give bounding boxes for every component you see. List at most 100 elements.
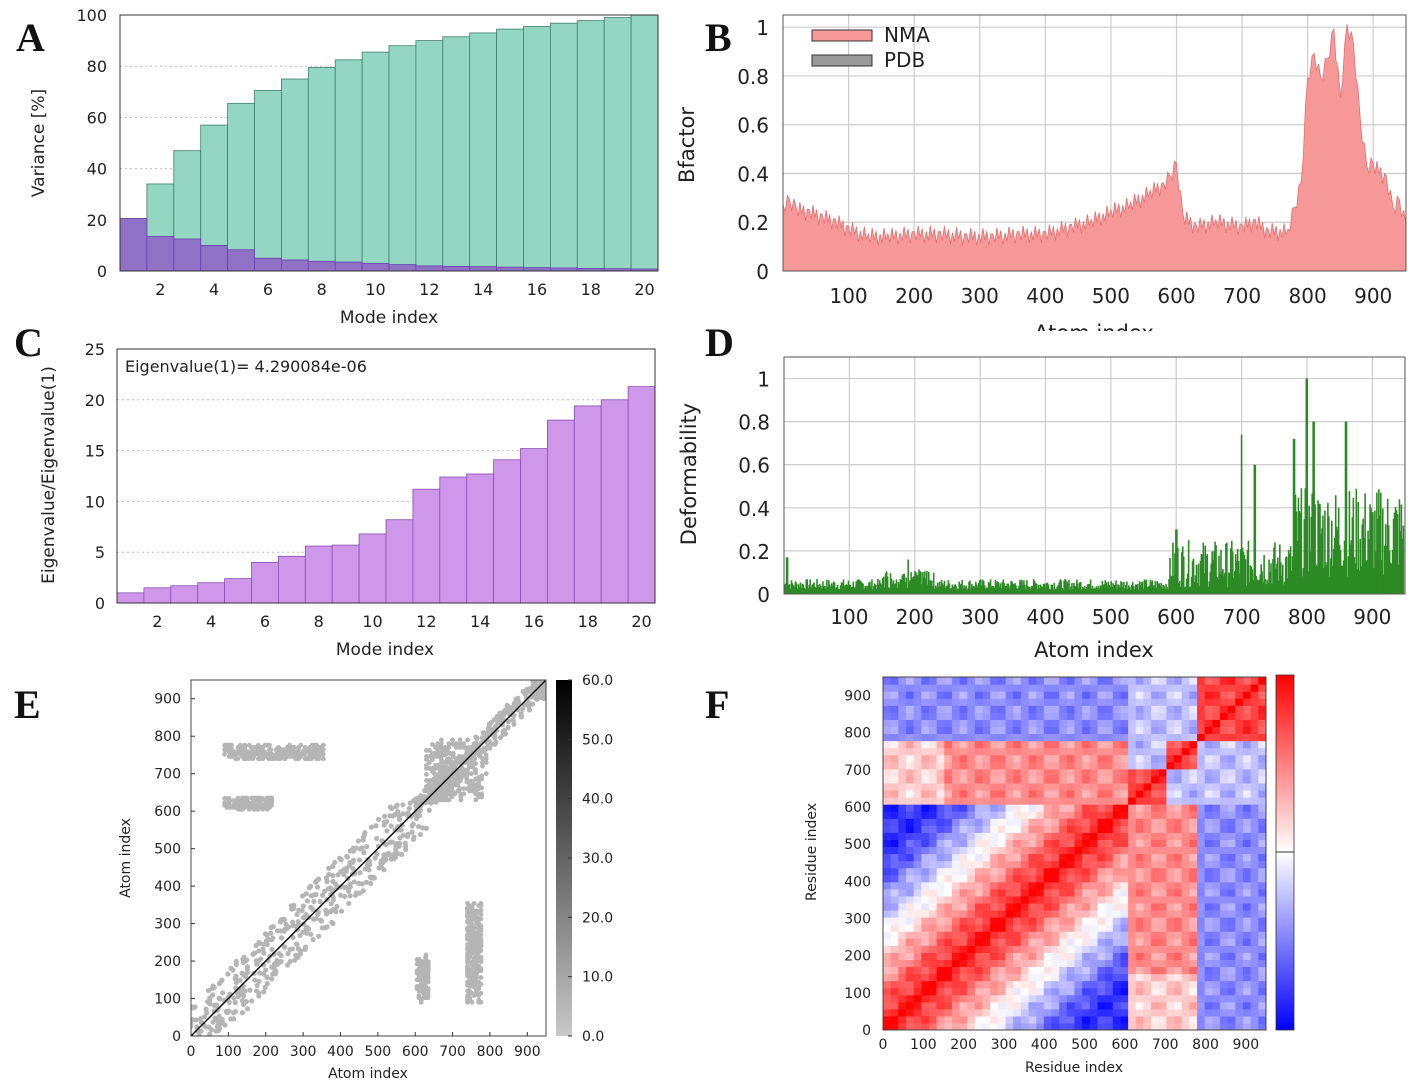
correlation-cell bbox=[1120, 726, 1129, 735]
contact-point bbox=[374, 835, 380, 842]
correlation-cell bbox=[1135, 705, 1145, 713]
correlation-cell bbox=[997, 973, 1007, 982]
correlation-cell bbox=[1166, 888, 1175, 897]
correlation-cell bbox=[1189, 945, 1198, 953]
correlation-cell bbox=[1028, 782, 1037, 791]
correlation-cell bbox=[1028, 924, 1037, 932]
contact-point bbox=[385, 850, 392, 856]
correlation-cell bbox=[1227, 959, 1236, 968]
contact-point bbox=[478, 916, 484, 922]
correlation-cell bbox=[1059, 945, 1068, 953]
contact-point bbox=[281, 944, 287, 950]
correlation-cell bbox=[967, 895, 976, 904]
correlation-cell bbox=[1036, 775, 1045, 784]
correlation-cell bbox=[1235, 846, 1244, 855]
correlation-cell bbox=[1028, 874, 1037, 883]
correlation-cell bbox=[928, 754, 938, 763]
correlation-cell bbox=[1250, 980, 1259, 989]
correlation-cell bbox=[1051, 881, 1060, 890]
correlation-cell bbox=[1059, 754, 1068, 763]
correlation-cell bbox=[982, 789, 991, 798]
correlation-cell bbox=[1036, 895, 1045, 904]
contact-point bbox=[424, 772, 429, 777]
correlation-cell bbox=[1143, 811, 1152, 819]
correlation-cell bbox=[944, 1008, 953, 1017]
y-tick-label: 100 bbox=[154, 992, 181, 1008]
correlation-cell bbox=[959, 825, 968, 833]
correlation-cell bbox=[1158, 726, 1168, 735]
correlation-cell bbox=[921, 867, 930, 876]
colorbar bbox=[556, 680, 572, 1036]
correlation-cell bbox=[1120, 719, 1129, 728]
correlation-cell bbox=[982, 938, 991, 946]
correlation-cell bbox=[1028, 754, 1037, 763]
correlation-cell bbox=[1212, 846, 1221, 855]
contact-point bbox=[435, 741, 441, 747]
contact-point bbox=[326, 871, 332, 877]
correlation-cell bbox=[921, 811, 930, 819]
x-tick-label: 4 bbox=[209, 280, 219, 299]
contact-point bbox=[423, 984, 429, 989]
correlation-cell bbox=[1135, 874, 1145, 883]
correlation-cell bbox=[890, 938, 899, 946]
correlation-cell bbox=[982, 853, 991, 862]
correlation-cell bbox=[1013, 1001, 1022, 1010]
contact-point bbox=[518, 710, 524, 717]
correlation-cell bbox=[1112, 874, 1122, 883]
correlation-cell bbox=[905, 909, 915, 918]
correlation-cell bbox=[1174, 691, 1183, 699]
correlation-cell bbox=[1197, 747, 1206, 756]
y-tick-label: 0.2 bbox=[738, 540, 770, 564]
correlation-cell bbox=[913, 691, 922, 699]
correlation-cell bbox=[921, 698, 930, 706]
correlation-cell bbox=[990, 1022, 999, 1030]
correlation-cell bbox=[1143, 733, 1152, 742]
correlation-cell bbox=[898, 797, 907, 805]
correlation-cell bbox=[1066, 691, 1076, 699]
correlation-cell bbox=[951, 846, 961, 855]
correlation-cell bbox=[1089, 1008, 1099, 1017]
correlation-cell bbox=[883, 740, 892, 749]
correlation-cell bbox=[967, 705, 976, 713]
correlation-cell bbox=[1212, 860, 1221, 869]
correlation-cell bbox=[1135, 782, 1145, 791]
correlation-cell bbox=[1243, 895, 1252, 904]
correlation-cell bbox=[1020, 917, 1030, 925]
correlation-cell bbox=[1074, 740, 1083, 749]
correlation-cell bbox=[928, 917, 938, 925]
correlation-cell bbox=[1250, 839, 1259, 848]
correlation-cell bbox=[1227, 966, 1236, 975]
contact-point bbox=[465, 786, 470, 792]
correlation-cell bbox=[936, 811, 945, 819]
correlation-cell bbox=[974, 860, 984, 869]
correlation-cell bbox=[1181, 853, 1190, 862]
correlation-cell bbox=[905, 966, 915, 975]
correlation-cell bbox=[1197, 902, 1206, 911]
correlation-cell bbox=[1105, 860, 1114, 869]
correlation-cell bbox=[1066, 902, 1076, 911]
correlation-cell bbox=[1243, 740, 1252, 749]
y-tick-label: 25 bbox=[85, 340, 105, 359]
correlation-cell bbox=[1051, 804, 1060, 812]
correlation-cell bbox=[1158, 782, 1168, 791]
contact-point bbox=[191, 1021, 194, 1027]
correlation-cell bbox=[1005, 740, 1014, 749]
correlation-cell bbox=[974, 966, 984, 975]
correlation-cell bbox=[1051, 775, 1060, 784]
correlation-cell bbox=[1089, 698, 1099, 706]
correlation-cell bbox=[921, 684, 930, 692]
correlation-cell bbox=[1212, 832, 1221, 840]
contact-point bbox=[400, 802, 406, 808]
correlation-cell bbox=[1166, 945, 1175, 953]
correlation-cell bbox=[959, 973, 968, 982]
correlation-cell bbox=[1059, 832, 1068, 840]
correlation-cell bbox=[1036, 994, 1045, 1003]
correlation-cell bbox=[1135, 691, 1145, 699]
contact-point bbox=[478, 932, 484, 938]
correlation-cell bbox=[1120, 959, 1129, 968]
correlation-cell bbox=[1174, 726, 1183, 735]
contact-point bbox=[269, 976, 275, 982]
correlation-cell bbox=[1036, 909, 1045, 918]
contact-point bbox=[450, 752, 455, 758]
correlation-cell bbox=[1166, 839, 1175, 848]
